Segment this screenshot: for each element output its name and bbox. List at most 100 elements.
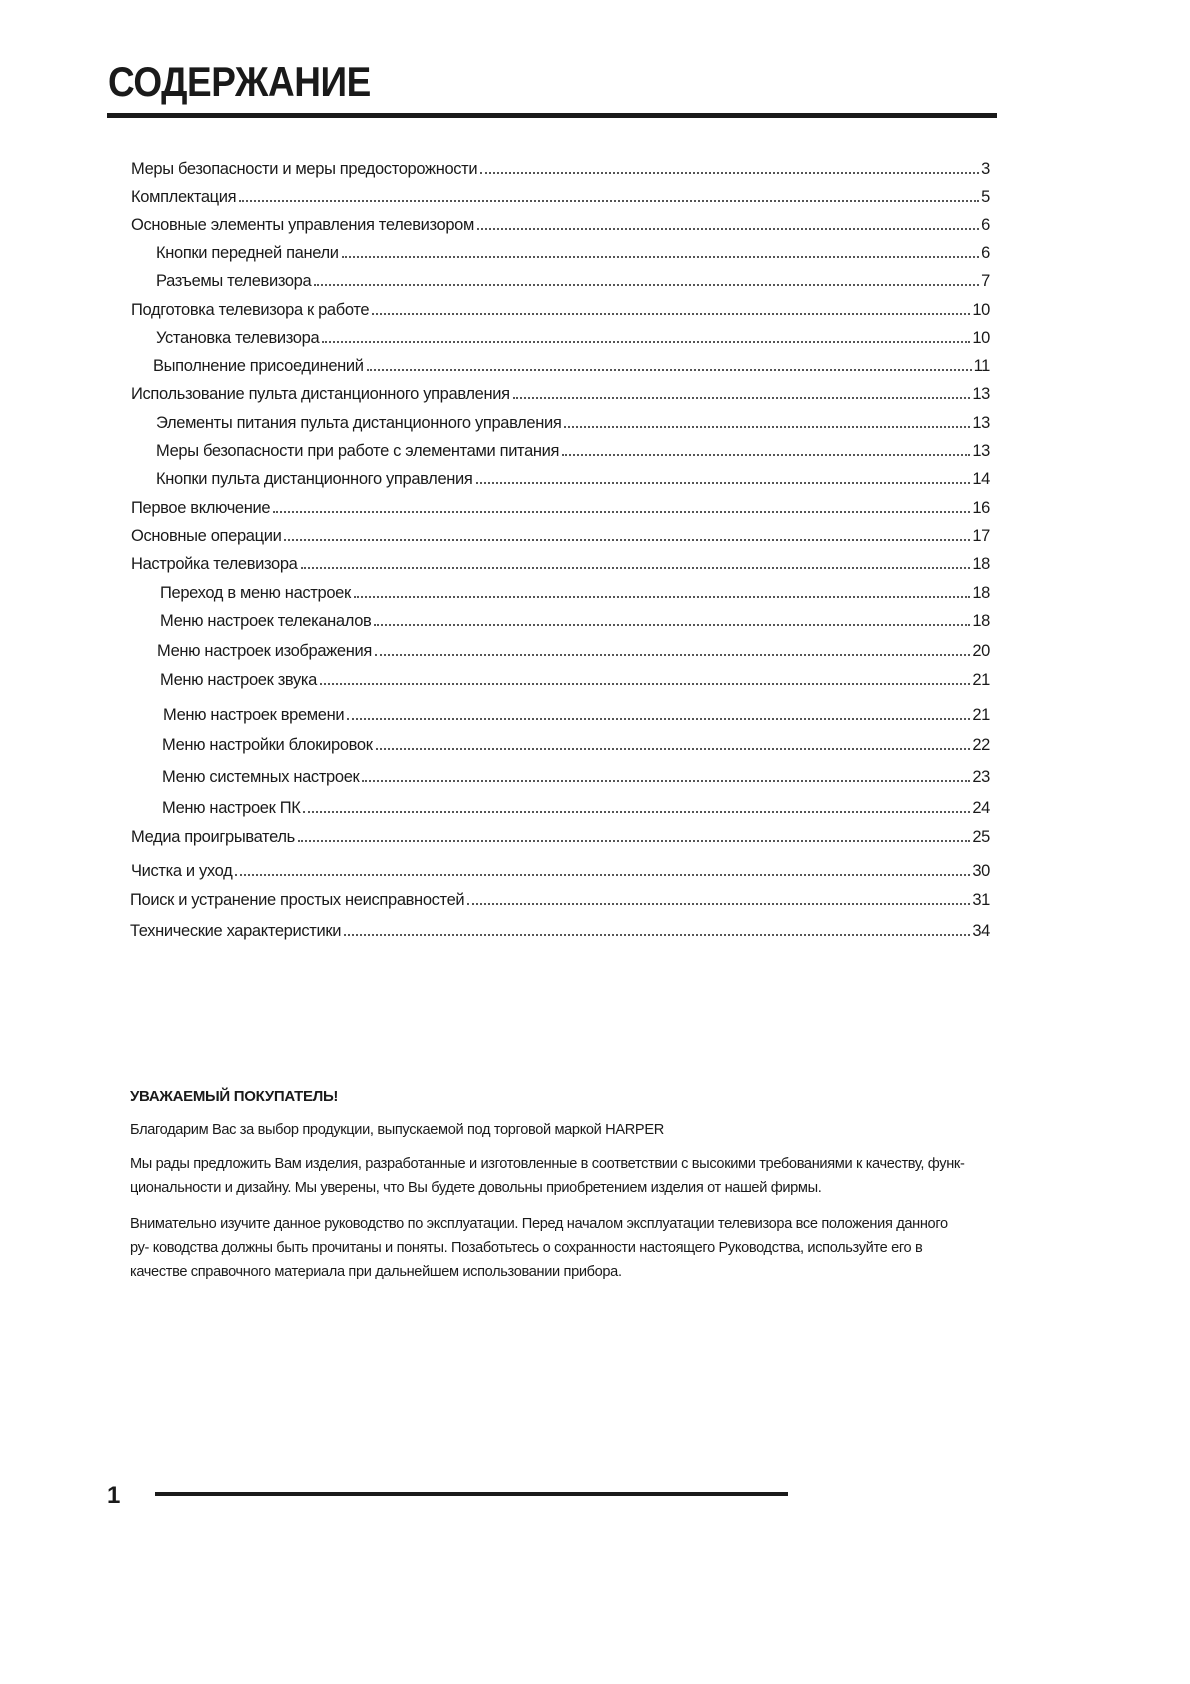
toc-entry-label: Технические характеристики xyxy=(130,922,342,940)
toc-entry-label: Меню настроек ПК xyxy=(162,799,301,817)
toc-entry-label: Меню настроек звука xyxy=(160,671,317,689)
toc-entry-label: Настройка телевизора xyxy=(131,555,298,573)
toc-entry[interactable]: Переход в меню настроек 18 xyxy=(160,584,990,606)
toc-entry-label: Меню настроек времени xyxy=(163,706,345,724)
toc-entry[interactable]: Технические характеристики 34 xyxy=(130,922,990,944)
toc-dot-leader xyxy=(374,654,971,656)
toc-entry[interactable]: Основные элементы управления телевизором… xyxy=(131,216,990,238)
toc-entry[interactable]: Использование пульта дистанционного упра… xyxy=(131,385,990,407)
toc-entry[interactable]: Меню настроек звука 21 xyxy=(160,671,990,693)
greeting-paragraph-1: Благодарим Вас за выбор продукции, выпус… xyxy=(130,1122,664,1138)
toc-dot-leader xyxy=(284,539,971,541)
toc-dot-leader xyxy=(273,511,971,513)
toc-entry[interactable]: Меры безопасности и меры предосторожност… xyxy=(131,160,990,182)
toc-entry-page: 16 xyxy=(972,499,990,517)
toc-dot-leader xyxy=(344,934,971,936)
toc-entry[interactable]: Медиа проигрыватель 25 xyxy=(131,828,990,850)
toc-entry-page: 13 xyxy=(972,414,990,432)
toc-entry[interactable]: Комплектация 5 xyxy=(131,188,990,210)
toc-entry-label: Кнопки передней панели xyxy=(156,244,339,262)
toc-dot-leader xyxy=(297,840,971,842)
toc-entry[interactable]: Меню настроек телеканалов 18 xyxy=(160,612,990,634)
toc-dot-leader xyxy=(362,780,971,782)
toc-entry-page: 22 xyxy=(972,736,990,754)
toc-dot-leader xyxy=(476,228,980,230)
toc-entry[interactable]: Меню настройки блокировок 22 xyxy=(162,736,990,758)
toc-entry-label: Подготовка телевизора к работе xyxy=(131,301,370,319)
toc-entry-label: Использование пульта дистанционного упра… xyxy=(131,385,510,403)
toc-dot-leader xyxy=(374,624,971,626)
toc-dot-leader xyxy=(353,596,971,598)
toc-dot-leader xyxy=(322,341,971,343)
toc-entry[interactable]: Кнопки передней панели 6 xyxy=(156,244,990,266)
toc-entry-label: Меры безопасности и меры предосторожност… xyxy=(131,160,478,178)
toc-entry-page: 18 xyxy=(972,555,990,573)
toc-entry-page: 11 xyxy=(973,357,991,375)
toc-entry[interactable]: Кнопки пульта дистанционного управления 1… xyxy=(156,470,990,492)
toc-entry-page: 10 xyxy=(972,329,990,347)
toc-entry[interactable]: Настройка телевизора 18 xyxy=(131,555,990,577)
toc-entry[interactable]: Меню настроек времени 21 xyxy=(163,706,990,728)
toc-entry[interactable]: Чистка и уход 30 xyxy=(131,862,990,884)
toc-dot-leader xyxy=(480,172,980,174)
toc-entry-label: Меры безопасности при работе с элементам… xyxy=(156,442,560,460)
toc-entry-label: Меню настроек изображения xyxy=(157,642,372,660)
toc-dot-leader xyxy=(235,874,971,876)
toc-entry-page: 17 xyxy=(972,527,990,545)
toc-entry-label: Комплектация xyxy=(131,188,237,206)
toc-entry-page: 5 xyxy=(981,188,990,206)
toc-entry[interactable]: Установка телевизора 10 xyxy=(156,329,990,351)
toc-entry-page: 13 xyxy=(972,385,990,403)
toc-entry-page: 6 xyxy=(981,244,990,262)
toc-entry-label: Кнопки пульта дистанционного управления xyxy=(156,470,473,488)
toc-entry-page: 6 xyxy=(981,216,990,234)
title-underline xyxy=(107,113,997,118)
toc-entry[interactable]: Подготовка телевизора к работе 10 xyxy=(131,301,990,323)
toc-entry[interactable]: Основные операции 17 xyxy=(131,527,990,549)
toc-entry[interactable]: Выполнение присоединений 11 xyxy=(153,357,990,379)
toc-entry-page: 14 xyxy=(972,470,990,488)
toc-dot-leader xyxy=(562,454,971,456)
toc-entry-page: 21 xyxy=(972,706,990,724)
toc-entry[interactable]: Первое включение 16 xyxy=(131,499,990,521)
toc-dot-leader xyxy=(564,426,971,428)
toc-entry-page: 31 xyxy=(972,891,990,909)
toc-entry-label: Меню настройки блокировок xyxy=(162,736,373,754)
toc-entry[interactable]: Элементы питания пульта дистанционного у… xyxy=(156,414,990,436)
toc-entry-page: 21 xyxy=(972,671,990,689)
toc-entry-page: 7 xyxy=(981,272,990,290)
toc-dot-leader xyxy=(314,284,980,286)
greeting-heading: УВАЖАЕМЫЙ ПОКУПАТЕЛЬ! xyxy=(130,1088,339,1105)
toc-dot-leader xyxy=(239,200,980,202)
toc-dot-leader xyxy=(366,369,972,371)
toc-entry-label: Установка телевизора xyxy=(156,329,320,347)
toc-dot-leader xyxy=(300,567,971,569)
toc-entry-page: 25 xyxy=(972,828,990,846)
toc-entry[interactable]: Меню системных настроек 23 xyxy=(162,768,990,790)
toc-entry-page: 34 xyxy=(972,922,990,940)
toc-entry[interactable]: Меры безопасности при работе с элементам… xyxy=(156,442,990,464)
toc-entry-label: Меню настроек телеканалов xyxy=(160,612,372,630)
toc-entry-label: Меню системных настроек xyxy=(162,768,360,786)
toc-entry[interactable]: Поиск и устранение простых неисправносте… xyxy=(130,891,990,913)
toc-dot-leader xyxy=(303,811,971,813)
toc-dot-leader xyxy=(375,748,971,750)
toc-entry[interactable]: Меню настроек ПК 24 xyxy=(162,799,990,821)
toc-entry[interactable]: Меню настроек изображения 20 xyxy=(157,642,990,664)
toc-entry-label: Основные операции xyxy=(131,527,282,545)
toc-entry-page: 20 xyxy=(972,642,990,660)
toc-entry-page: 18 xyxy=(972,612,990,630)
toc-entry-label: Медиа проигрыватель xyxy=(131,828,295,846)
toc-dot-leader xyxy=(475,482,971,484)
footer-rule xyxy=(155,1492,788,1496)
toc-entry-label: Переход в меню настроек xyxy=(160,584,351,602)
toc-dot-leader xyxy=(372,313,971,315)
toc-entry[interactable]: Разъемы телевизора 7 xyxy=(156,272,990,294)
toc-dot-leader xyxy=(512,397,971,399)
toc-dot-leader xyxy=(319,683,971,685)
greeting-paragraph-3: Внимательно изучите данное руководство п… xyxy=(130,1216,948,1280)
toc-entry-label: Выполнение присоединений xyxy=(153,357,364,375)
toc-entry-page: 10 xyxy=(972,301,990,319)
toc-dot-leader xyxy=(347,718,971,720)
toc-entry-page: 23 xyxy=(972,768,990,786)
